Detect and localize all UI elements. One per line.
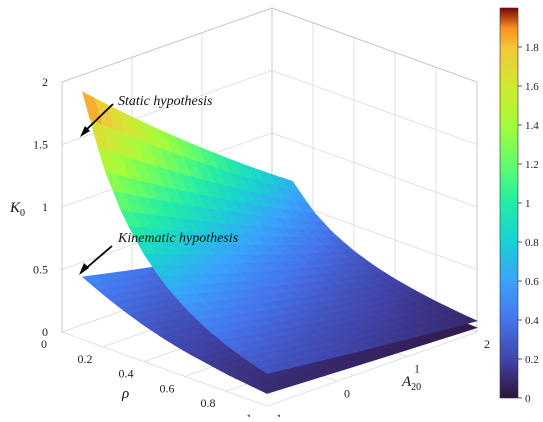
x-axis-label: ρ [121,386,129,402]
colorbar-tick-labels: 0 0.2 0.4 0.6 0.8 1 1.2 1.4 1.6 1.8 [518,42,539,405]
rho-tick-label: 1 [246,411,252,417]
static-arrow-head [80,126,90,137]
rho-tick-label: 0.8 [201,396,216,410]
colorbar-tick-label: 1.6 [525,81,539,93]
colorbar-tick-label: 1.8 [525,42,539,54]
rho-tick-labels: 0 0.2 0.4 0.6 0.8 1 [41,337,252,422]
a20-tick-label: 0 [344,386,350,400]
a20-tick-label: 2 [484,337,490,351]
k0-tick-label: 0 [42,325,48,339]
colorbar-tick-label: 1 [525,198,531,210]
k0-tick-label: 0.5 [33,263,48,277]
z-axis-label: K0 [9,200,25,219]
k0-tick-label: 2 [42,75,48,89]
colorbar-tick-label: 1.4 [525,120,539,132]
rho-tick-label: 0 [41,337,47,351]
rho-tick-label: 0.4 [119,367,134,381]
kinematic-arrow-shaft [83,245,113,271]
colorbar-tick-label: 0.4 [525,315,539,327]
surface-patch [258,385,280,394]
axes-box-edge [61,7,273,83]
a20-tick-label: -1 [272,411,282,417]
z-gridline [61,7,478,83]
kinematic-arrow-head [79,263,89,275]
rho-tick-label: 0.6 [160,381,175,395]
rho-tick-label: 0.2 [78,352,93,366]
kinematic-hypothesis-annotation: Kinematic hypothesis [117,231,239,246]
k0-tick-labels: 0 0.5 1 1.5 2 [33,75,48,339]
a20-tick-label: 1 [414,362,420,376]
surface-mesh [81,91,478,394]
y-axis-label: A20 [401,374,421,393]
colorbar-tick-label: 0.2 [525,354,539,366]
surface-patch [258,365,280,374]
k0-tick-label: 1 [42,200,48,214]
colorbar-tick-label: 1.2 [525,159,539,171]
k0-tick-label: 1.5 [33,138,48,152]
colorbar-tick-label: 0.8 [525,237,539,249]
colorbar-tick-label: 0.6 [525,276,539,288]
axes-box-edge [271,7,478,83]
static-hypothesis-annotation: Static hypothesis [118,94,213,109]
static-arrow-shaft [83,103,114,133]
colorbar [499,7,519,399]
colorbar-tick-label: 0 [525,393,531,405]
